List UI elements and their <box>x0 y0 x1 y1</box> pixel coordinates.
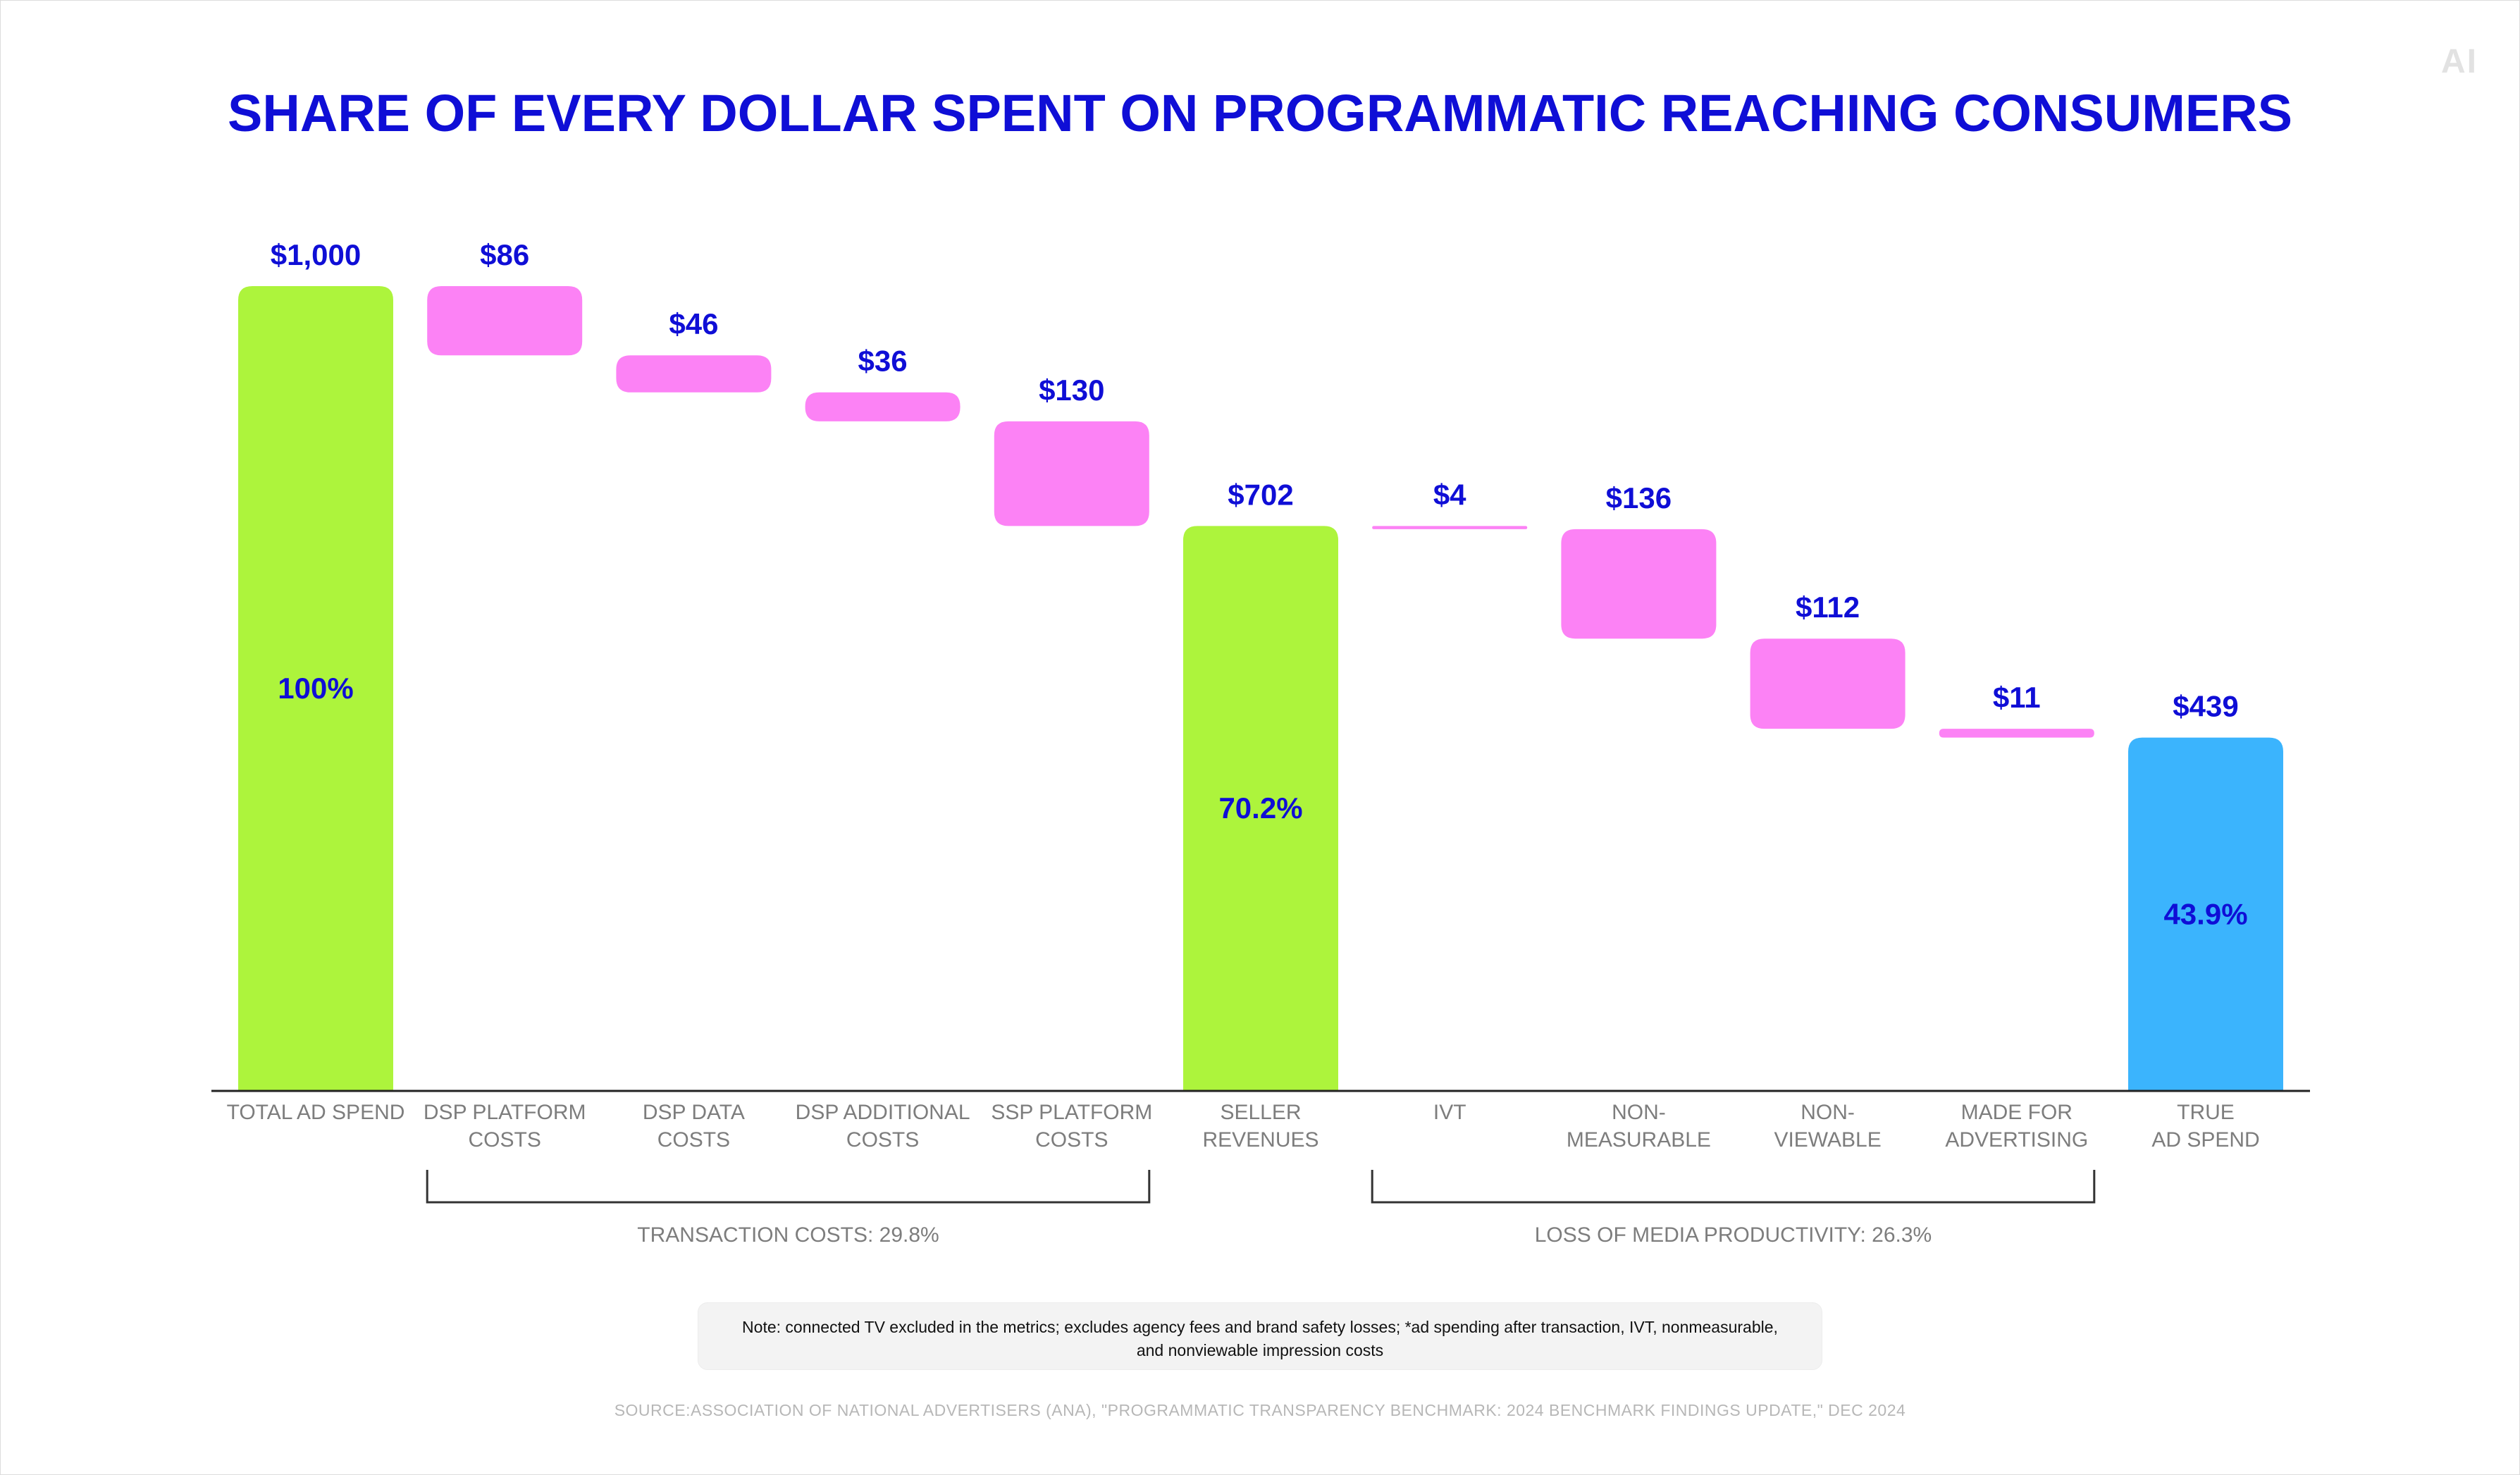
category-label: COSTS <box>657 1128 730 1152</box>
value-label: $112 <box>1796 591 1860 624</box>
category-label: TRUE <box>2177 1101 2235 1124</box>
category-label: TOTAL AD SPEND <box>227 1101 405 1124</box>
category-label: COSTS <box>469 1128 541 1152</box>
category-label: MEASURABLE <box>1567 1128 1711 1152</box>
source-citation: SOURCE:ASSOCIATION OF NATIONAL ADVERTISE… <box>614 1401 1906 1419</box>
decrease-bar <box>805 392 961 421</box>
value-label: $4 <box>1433 478 1466 511</box>
value-label: $1,000 <box>271 238 361 271</box>
category-label: COSTS <box>1035 1128 1108 1152</box>
value-label: $36 <box>858 345 908 378</box>
category-label: COSTS <box>846 1128 919 1152</box>
chart-title: SHARE OF EVERY DOLLAR SPENT ON PROGRAMMA… <box>227 84 2292 142</box>
brand-logo: AI <box>2441 43 2478 80</box>
group-label: TRANSACTION COSTS: 29.8% <box>637 1223 939 1247</box>
footnote: Note: connected TV excluded in the metri… <box>698 1302 1822 1370</box>
value-label: $702 <box>1228 478 1293 511</box>
decrease-bar <box>1939 729 2094 738</box>
total-bar <box>2128 737 2283 1091</box>
decrease-bar <box>1561 529 1717 639</box>
percent-label: 100% <box>278 672 353 705</box>
value-label: $11 <box>1993 681 2041 714</box>
decrease-bar <box>427 286 583 356</box>
category-label: DSP PLATFORM <box>424 1101 586 1124</box>
total-bar <box>1183 526 1338 1091</box>
group-bracket <box>1371 1170 2096 1204</box>
category-label: VIEWABLE <box>1774 1128 1881 1152</box>
category-label: MADE FOR <box>1961 1101 2073 1124</box>
category-label: SELLER <box>1220 1101 1301 1124</box>
value-label: $136 <box>1606 481 1672 514</box>
group-label: LOSS OF MEDIA PRODUCTIVITY: 26.3% <box>1535 1223 1932 1247</box>
value-label: $46 <box>669 307 718 340</box>
decrease-bar <box>994 421 1149 526</box>
decrease-bar <box>1750 638 1906 729</box>
category-label: IVT <box>1433 1101 1466 1124</box>
category-label: DSP ADDITIONAL <box>796 1101 970 1124</box>
decrease-bar <box>616 355 772 393</box>
percent-label: 43.9% <box>2163 897 2247 930</box>
total-bar <box>238 286 393 1091</box>
waterfall-chart: $1,000 100% $86 $46 $36 $130 $702 70.2% $4 $136 $1… <box>211 238 2310 1247</box>
percent-label: 70.2% <box>1218 791 1302 825</box>
category-label: AD SPEND <box>2151 1128 2259 1152</box>
value-label: $130 <box>1039 374 1104 407</box>
category-label: DSP DATA <box>643 1101 745 1124</box>
category-label: ADVERTISING <box>1945 1128 2088 1152</box>
category-label: SSP PLATFORM <box>991 1101 1152 1124</box>
group-bracket <box>426 1170 1151 1204</box>
category-label: NON- <box>1612 1101 1666 1124</box>
decrease-bar <box>1372 526 1528 529</box>
value-label: $86 <box>480 238 529 271</box>
category-label: REVENUES <box>1202 1128 1318 1152</box>
value-label: $439 <box>2173 690 2238 723</box>
category-label: NON- <box>1801 1101 1855 1124</box>
